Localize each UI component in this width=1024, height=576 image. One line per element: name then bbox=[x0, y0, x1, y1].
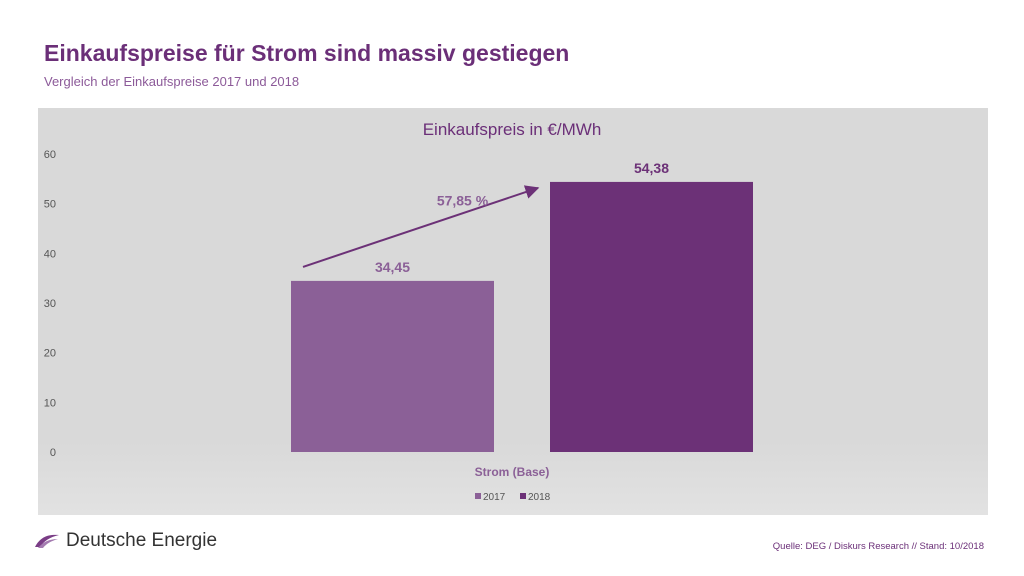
y-tick-label: 60 bbox=[44, 149, 56, 161]
y-tick-label: 0 bbox=[50, 447, 56, 459]
growth-annotation: 57,85 % bbox=[437, 192, 489, 208]
chart-title: Einkaufspreis in €/MWh bbox=[423, 120, 602, 139]
bar-value-label-2018: 54,38 bbox=[634, 160, 669, 176]
y-tick-label: 40 bbox=[44, 248, 56, 260]
source-note: Quelle: DEG / Diskurs Research // Stand:… bbox=[772, 541, 984, 552]
page-subtitle: Vergleich der Einkaufspreise 2017 und 20… bbox=[44, 74, 300, 89]
brand-name: Deutsche Energie bbox=[66, 530, 218, 551]
y-tick-label: 20 bbox=[44, 348, 56, 360]
chart-panel: Einkaufspreis in €/MWh 0 10 20 30 40 50 60 34,… bbox=[38, 108, 988, 515]
legend-swatch-2018 bbox=[520, 493, 526, 499]
y-tick-label: 50 bbox=[44, 199, 56, 211]
legend-swatch-2017 bbox=[475, 493, 481, 499]
bar-chart: Einkaufspreis in €/MWh 0 10 20 30 40 50 60 34,… bbox=[44, 120, 753, 503]
growth-arrow bbox=[302, 185, 540, 268]
y-tick-label: 10 bbox=[44, 397, 56, 409]
brand-logo: Deutsche Energie bbox=[34, 530, 217, 552]
bar-2018 bbox=[550, 181, 753, 452]
page-title: Einkaufspreise für Strom sind massiv ges… bbox=[44, 40, 570, 66]
legend-label-2017: 2017 bbox=[483, 492, 506, 503]
x-category-label: Strom (Base) bbox=[475, 465, 550, 479]
bar-value-label-2017: 34,45 bbox=[375, 259, 410, 275]
bar-2017 bbox=[291, 280, 494, 452]
chart-legend: 2017 2018 bbox=[475, 492, 551, 503]
y-tick-label: 30 bbox=[44, 298, 56, 310]
swoosh-logo-icon bbox=[35, 534, 59, 548]
legend-label-2018: 2018 bbox=[528, 492, 551, 503]
